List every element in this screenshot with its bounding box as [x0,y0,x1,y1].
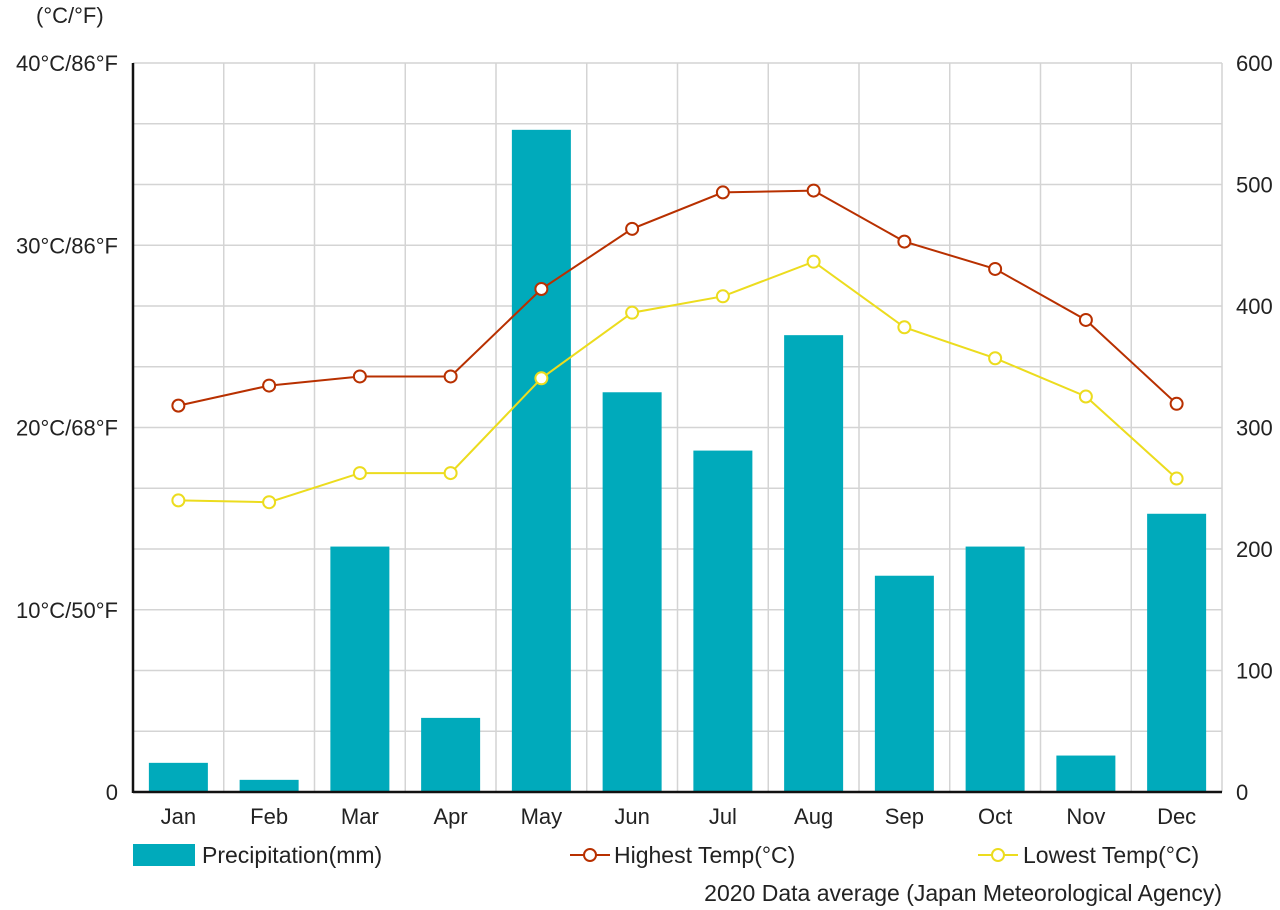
right-tick-label: 400 [1236,294,1273,319]
highest-temp-point-nov [1078,312,1093,327]
precipitation-bars [148,129,1207,792]
left-tick-label: 10°C/50°F [16,598,118,623]
x-tick-label-jun: Jun [614,804,649,829]
legend-label-highest: Highest Temp(°C) [614,842,795,868]
right-tick-label: 100 [1236,659,1273,684]
bar-oct [965,546,1025,792]
highest-temp-point-mar [352,369,367,384]
x-tick-label-dec: Dec [1157,804,1196,829]
x-tick-label-nov: Nov [1066,804,1105,829]
legend-marker-lowest [991,848,1005,862]
x-tick-label-aug: Aug [794,804,833,829]
highest-temp-line [178,189,1178,407]
lowest-temp-point-apr [443,466,458,481]
right-tick-label: 500 [1236,173,1273,198]
lowest-temp-point-dec [1169,471,1184,486]
bar-sep [874,575,934,792]
left-axis-unit: (°C/°F) [36,3,104,28]
temperature-lines [171,183,1184,510]
bar-aug [784,335,844,792]
x-tick-label-apr: Apr [434,804,468,829]
tick-labels: 0 10°C/50°F 20°C/68°F 30°C/86°F 40°C/86°F (°C… [16,3,1273,829]
bar-jun [602,392,662,792]
grid [133,62,1223,792]
highest-temp-point-jul [715,185,730,200]
highest-temp-point-jan [171,398,186,413]
x-tick-label-feb: Feb [250,804,288,829]
highest-temp-point-aug [806,183,821,198]
highest-temp-point-dec [1169,396,1184,411]
bar-may [511,129,571,792]
right-tick-label: 0 [1236,780,1248,805]
lowest-temp-point-aug [806,254,821,269]
right-tick-label: 600 [1236,51,1273,76]
highest-temp-point-oct [988,261,1003,276]
legend-label-precipitation: Precipitation(mm) [202,842,382,868]
legend-swatch-precipitation [133,844,195,866]
x-tick-label-jan: Jan [161,804,196,829]
bar-dec [1147,513,1207,792]
right-tick-label: 200 [1236,537,1273,562]
left-tick-label: 20°C/68°F [16,416,118,441]
legend-marker-highest [583,848,597,862]
bar-mar [330,546,390,792]
legend-label-lowest: Lowest Temp(°C) [1023,842,1199,868]
lowest-temp-point-jan [171,493,186,508]
lowest-temp-point-sep [897,320,912,335]
source-note: 2020 Data average (Japan Meteorological … [704,880,1222,906]
x-tick-label-sep: Sep [885,804,924,829]
x-tick-label-mar: Mar [341,804,379,829]
left-tick-label: 30°C/86°F [16,233,118,258]
legend: Precipitation(mm) Highest Temp(°C) Lowest … [133,842,1222,906]
highest-temp-point-apr [443,369,458,384]
x-tick-label-may: May [521,804,563,829]
bar-nov [1056,755,1116,792]
x-tick-label-jul: Jul [709,804,737,829]
lowest-temp-point-feb [262,495,277,510]
bar-apr [421,717,481,792]
left-tick-label: 0 [106,780,118,805]
lowest-temp-point-nov [1078,389,1093,404]
highest-temp-point-feb [262,378,277,393]
right-tick-label: 300 [1236,416,1273,441]
x-tick-label-oct: Oct [978,804,1012,829]
highest-temp-point-sep [897,234,912,249]
bar-feb [239,779,299,792]
lowest-temp-point-may [534,371,549,386]
axes [131,63,1222,794]
bar-jan [148,762,208,792]
bar-jul [693,450,753,792]
highest-temp-point-jun [625,221,640,236]
highest-temp-point-may [534,281,549,296]
left-tick-label: 40°C/86°F [16,51,118,76]
lowest-temp-line [178,260,1178,504]
lowest-temp-point-mar [352,466,367,481]
lowest-temp-point-oct [988,351,1003,366]
lowest-temp-point-jun [625,305,640,320]
lowest-temp-point-jul [715,289,730,304]
